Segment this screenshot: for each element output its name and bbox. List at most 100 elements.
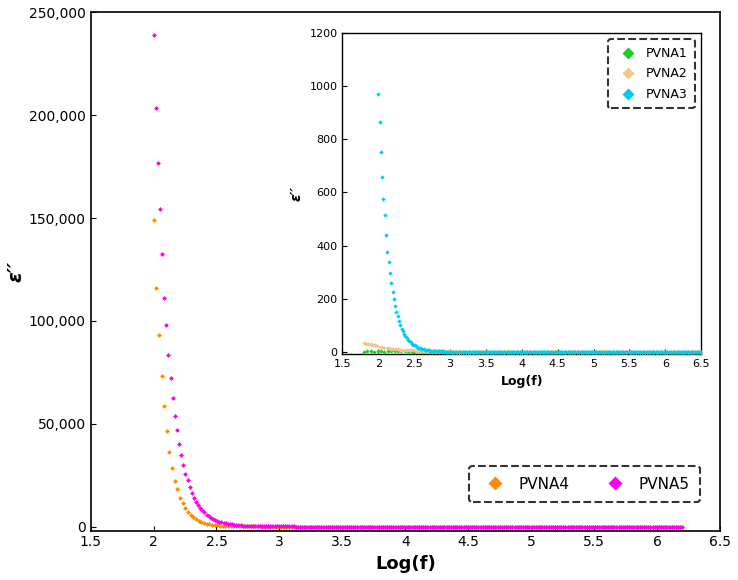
Point [171,425,183,434]
Point [407,522,418,531]
Point [218,519,230,528]
Point [483,522,494,531]
Point [418,522,430,531]
Point [427,522,438,531]
Point [348,522,359,531]
Point [419,522,431,531]
Point [564,522,576,531]
Point [360,522,372,531]
Point [421,522,433,531]
Point [587,522,599,531]
Point [275,522,287,531]
Point [487,522,499,531]
Point [642,522,654,531]
Point [677,522,689,531]
Point [355,522,367,531]
Point [376,522,388,531]
Point [596,522,608,531]
Point [222,519,234,528]
Point [581,522,593,531]
Point [549,522,561,531]
Point [309,522,321,531]
Point [644,522,656,531]
Point [313,522,325,531]
Point [342,522,354,531]
Point [520,522,531,531]
Point [232,522,244,531]
Point [415,522,427,531]
Point [360,522,372,531]
Point [613,522,624,531]
Point [345,522,357,531]
Point [636,522,648,531]
Point [543,522,555,531]
Point [413,522,425,531]
Point [323,522,335,531]
Point [182,508,194,517]
Point [583,522,595,531]
Point [464,522,476,531]
Point [166,463,178,473]
Point [289,522,300,531]
Point [479,522,491,531]
Point [525,522,537,531]
Point [658,522,669,531]
Point [450,522,462,531]
Point [586,522,598,531]
Point [222,521,234,531]
Point [568,522,579,531]
Point [267,522,279,531]
Point [608,522,620,531]
Point [555,522,567,531]
Point [396,522,408,531]
Point [677,522,689,531]
Point [583,522,595,531]
Point [568,522,580,531]
Point [540,522,552,531]
Point [570,522,582,531]
Point [165,374,176,383]
Point [400,522,412,531]
Point [373,522,384,531]
Point [382,522,393,531]
Point [498,522,510,531]
Point [395,522,407,531]
Point [213,517,225,526]
Point [354,522,365,531]
Point [530,522,542,531]
Point [227,521,239,531]
Point [610,522,622,531]
Point [651,522,663,531]
Point [477,522,489,531]
Point [188,493,200,502]
Point [599,522,611,531]
Point [641,522,652,531]
Point [655,522,667,531]
Point [358,522,370,531]
Point [215,517,227,527]
Point [551,522,563,531]
Point [277,522,289,531]
Point [472,522,484,531]
Point [162,350,174,360]
Point [455,522,467,531]
Point [167,393,179,403]
Point [379,522,391,531]
Point [466,522,478,531]
Point [154,205,166,214]
Point [239,521,251,530]
Point [426,522,438,531]
Point [156,371,168,380]
Point [193,516,204,525]
Point [658,522,669,531]
Point [521,522,533,531]
Point [337,522,348,531]
Point [156,249,168,258]
Point [288,522,300,531]
Point [532,522,544,531]
Point [671,522,683,531]
Point [201,510,213,519]
Point [520,522,531,531]
Point [307,522,319,531]
Point [570,522,582,531]
